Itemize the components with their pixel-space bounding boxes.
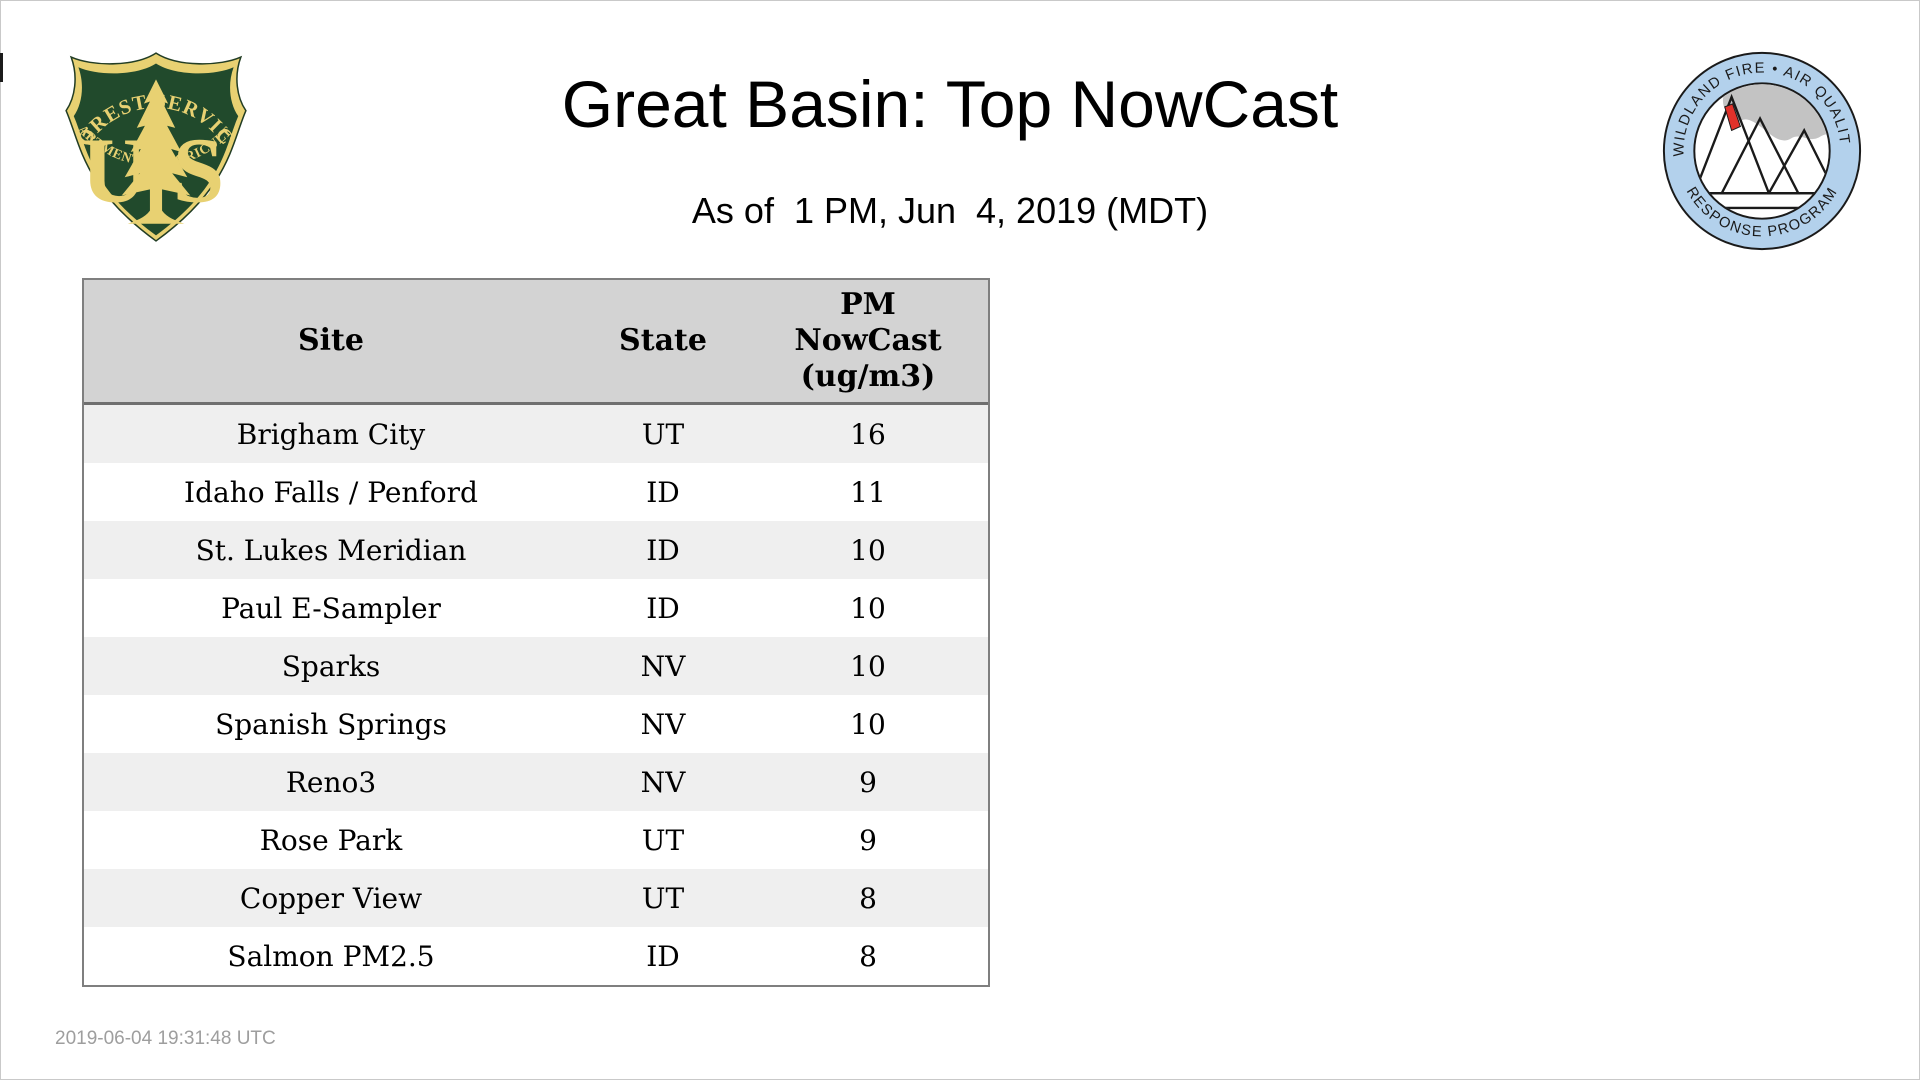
column-header-state-label: State [619,323,707,358]
table-row: Paul E-Sampler ID 10 [84,579,988,637]
footer-timestamp: 2019-06-04 19:31:48 UTC [55,1028,276,1049]
page-subtitle: As of 1 PM, Jun 4, 2019 (MDT) [691,190,1209,231]
column-header-state: State [578,280,748,402]
value-cell: 8 [859,939,877,973]
forest-service-logo: FOREST SERVICE DEPARTMENT OF AGRICULTURE… [55,45,247,242]
table-row: Brigham City UT 16 [84,405,988,463]
table-row: Salmon PM2.5 ID 8 [84,927,988,985]
pm-header-line1: PM [840,287,896,322]
state-cell: NV [640,765,686,799]
pm-header-line3: (ug/m3) [800,359,936,394]
table-row: St. Lukes Meridian ID 10 [84,521,988,579]
column-header-site-label: Site [297,323,364,358]
wfaqrp-logo: WILDLAND FIRE • AIR QUALITY RESPONSE PRO… [1659,48,1862,251]
value-cell: 10 [850,591,886,625]
site-cell: Brigham City [236,417,426,451]
table-row: Spanish Springs NV 10 [84,695,988,753]
table-row: Rose Park UT 9 [84,811,988,869]
state-cell: ID [646,939,680,973]
nowcast-table: Site State PM NowCast (ug/m3) Brigham Ci… [82,278,990,987]
value-cell: 8 [859,881,877,915]
value-cell: 10 [850,707,886,741]
column-header-pm-nowcast: PM NowCast (ug/m3) [748,280,988,402]
site-cell: Sparks [281,649,381,683]
value-cell: 16 [850,417,886,451]
state-cell: UT [641,417,685,451]
table-row: Idaho Falls / Penford ID 11 [84,463,988,521]
site-cell: Copper View [239,881,423,915]
state-cell: UT [641,881,685,915]
state-cell: ID [646,533,680,567]
table-header-row: Site State PM NowCast (ug/m3) [84,280,988,405]
state-cell: ID [646,475,680,509]
state-cell: NV [640,649,686,683]
site-cell: Spanish Springs [215,707,447,741]
site-cell: Reno3 [285,765,377,799]
table-row: Reno3 NV 9 [84,753,988,811]
fire-mark [1724,103,1742,132]
site-cell: Salmon PM2.5 [227,939,435,973]
page-title: Great Basin: Top NowCast [561,67,1339,141]
value-cell: 11 [850,475,886,509]
site-cell: Rose Park [259,823,403,857]
screen-edge-artifact [0,53,3,82]
column-header-site: Site [84,280,578,402]
state-cell: ID [646,591,680,625]
value-cell: 9 [859,765,877,799]
value-cell: 10 [850,649,886,683]
value-cell: 10 [850,533,886,567]
state-cell: UT [641,823,685,857]
table-body: Brigham City UT 16 Idaho Falls / Penford… [84,405,988,985]
pm-header-line2: NowCast [794,323,942,358]
table-row: Sparks NV 10 [84,637,988,695]
site-cell: Idaho Falls / Penford [184,475,478,509]
table-row: Copper View UT 8 [84,869,988,927]
state-cell: NV [640,707,686,741]
pine-tree-icon [121,79,191,224]
value-cell: 9 [859,823,877,857]
site-cell: Paul E-Sampler [221,591,441,625]
site-cell: St. Lukes Meridian [195,533,467,567]
